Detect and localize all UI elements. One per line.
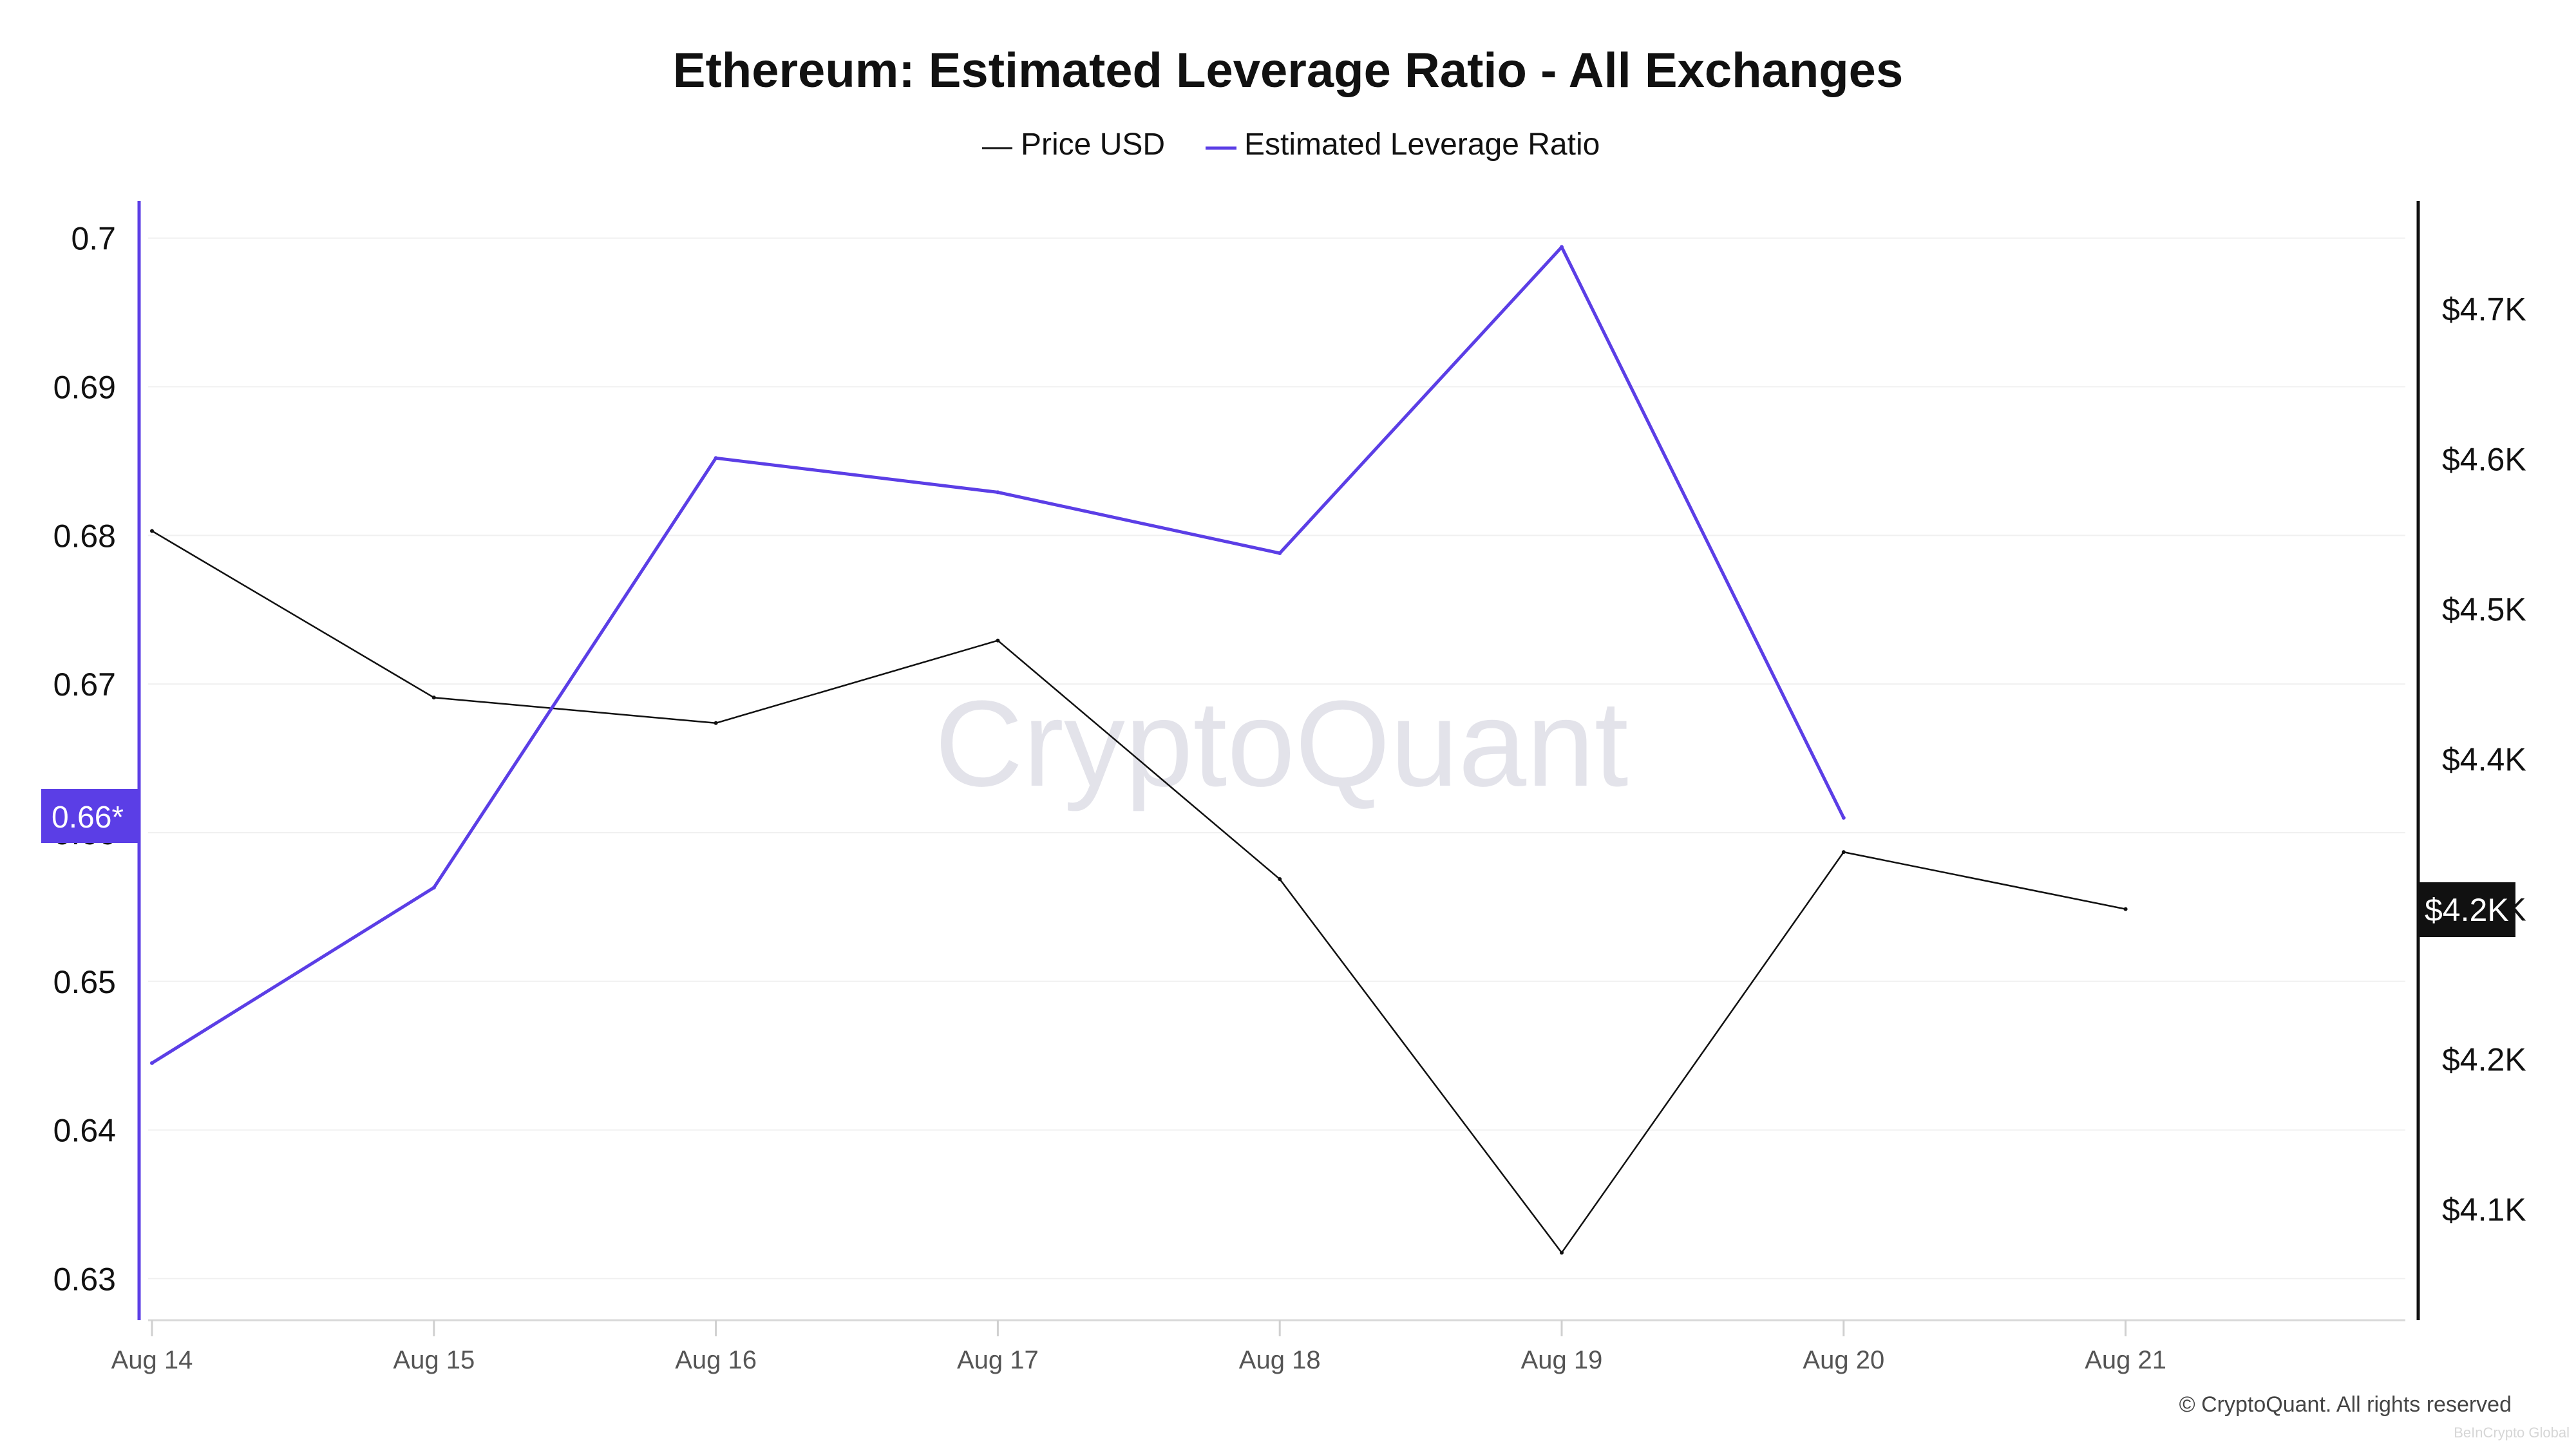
left-current-badge-label: 0.66* [52,800,124,835]
price-usd-point[interactable] [1278,877,1282,882]
leverage-ratio-point[interactable] [431,886,436,890]
right-tick-label: $4.6K [2442,442,2526,478]
gridlines [148,237,2405,1280]
price-usd-point[interactable] [431,696,436,700]
source-mark: BeInCrypto Global [2454,1425,2570,1441]
legend-leverage-label[interactable]: Estimated Leverage Ratio [1244,128,1600,162]
legend-price-label[interactable]: Price USD [1021,128,1165,162]
legend[interactable]: Price USD Estimated Leverage Ratio [982,128,1600,162]
x-tick-label: Aug 19 [1521,1346,1603,1374]
right-axis-ticks: $4.1K$4.2K$4.2K$4.4K$4.5K$4.6K$4.7K [2442,292,2526,1228]
price-usd-point[interactable] [1841,850,1846,855]
watermark: CryptoQuant [934,676,1628,812]
right-tick-label: $4.7K [2442,292,2526,328]
leverage-ratio-line[interactable] [151,245,1846,1065]
left-axis-ticks: 0.630.640.650.660.670.680.690.7 [53,221,116,1298]
leverage-ratio-point[interactable] [1560,245,1564,249]
left-tick-label: 0.64 [53,1113,116,1149]
leverage-ratio-point[interactable] [714,456,718,460]
right-current-badge: $4.2K [2419,882,2515,937]
price-usd-point[interactable] [996,638,1000,643]
x-tick-label: Aug 15 [393,1346,475,1374]
left-tick-label: 0.67 [53,667,116,703]
leverage-ratio-point[interactable] [996,490,1000,495]
price-usd-point[interactable] [2123,907,2128,911]
left-tick-label: 0.65 [53,964,116,1000]
x-tick-label: Aug 16 [675,1346,757,1374]
right-tick-label: $4.4K [2442,742,2526,778]
series-layer [150,245,2128,1255]
right-current-badge-label: $4.2K [2425,892,2509,928]
price-usd-point[interactable] [1560,1251,1564,1255]
right-tick-label: $4.5K [2442,592,2526,628]
left-tick-label: 0.63 [53,1261,116,1297]
left-current-badge-bg [41,789,138,843]
price-usd-line[interactable] [151,530,2126,1254]
x-tick-label: Aug 21 [2085,1346,2166,1374]
left-tick-label: 0.7 [71,221,116,257]
x-tick-label: Aug 20 [1803,1346,1884,1374]
x-tick-label: Aug 14 [111,1346,193,1374]
right-tick-label: $4.1K [2442,1192,2526,1228]
right-tick-label: $4.2K [2442,1042,2526,1078]
left-tick-label: 0.69 [53,370,116,406]
left-tick-label: 0.68 [53,518,116,554]
x-tick-label: Aug 17 [957,1346,1039,1374]
leverage-ratio-point[interactable] [1278,551,1282,556]
leverage-ratio-point[interactable] [150,1061,154,1065]
left-current-badge: 0.66* [41,789,138,843]
x-tick-label: Aug 18 [1239,1346,1321,1374]
right-current-badge-bg [2419,882,2515,937]
leverage-ratio-point[interactable] [1841,815,1846,820]
copyright: © CryptoQuant. All rights reserved [2179,1392,2512,1417]
price-usd-point[interactable] [150,529,154,533]
chart-title: Ethereum: Estimated Leverage Ratio - All… [673,43,1903,98]
price-usd-point[interactable] [714,721,718,725]
x-axis-ticks: Aug 14 Aug 15 Aug 16 Aug 17 Aug 18 Aug 19 Aug … [111,1320,2166,1374]
